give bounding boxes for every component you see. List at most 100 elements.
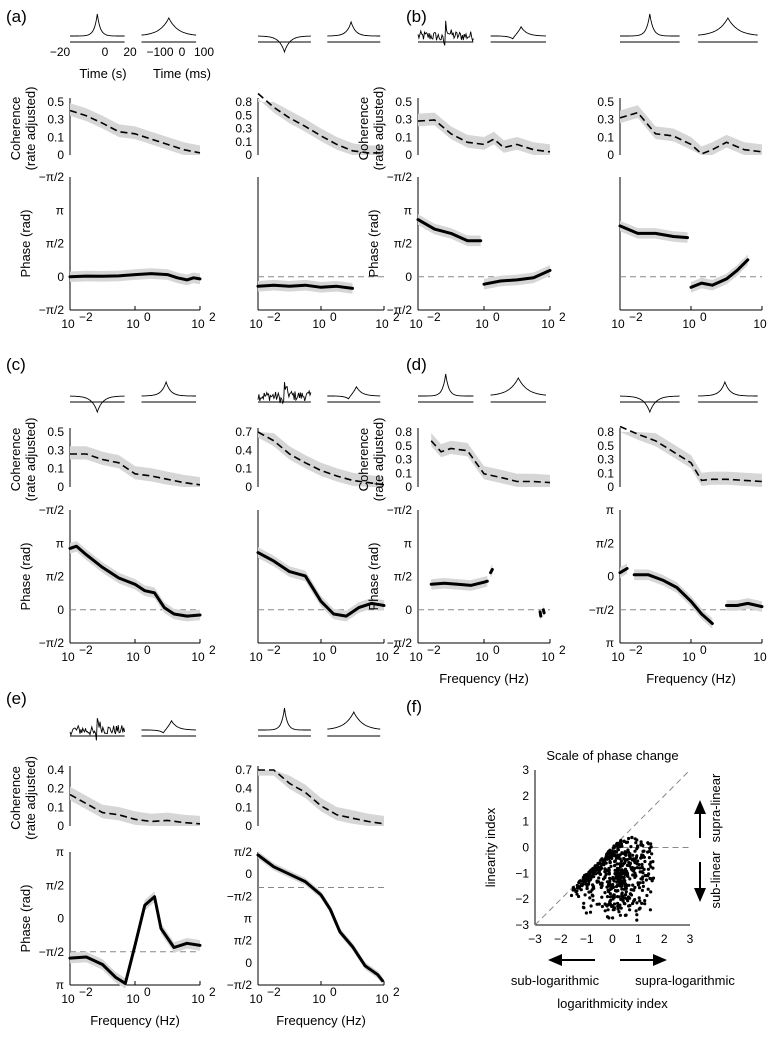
coherence-curve — [70, 453, 201, 486]
coherence-curve — [258, 769, 385, 825]
coherence-axes: 0.5 0.3 0.1 0 — [597, 95, 763, 162]
scatter-point — [609, 864, 613, 869]
coherence-tick-label: 0 — [405, 148, 412, 162]
x-tick-exponent: 0 — [330, 643, 337, 657]
x-tick-exponent: 0 — [144, 310, 151, 324]
scatter-x-tick: −2 — [554, 932, 568, 946]
scatter-point — [628, 877, 632, 881]
scatter-point — [588, 896, 592, 900]
scatter-point — [579, 883, 583, 887]
coherence-axes: 0.5 0.3 0.1 0 — [395, 95, 551, 162]
scatter-point — [646, 867, 651, 871]
inset-waveform — [418, 373, 474, 403]
coherence-tick-label: 0.4 — [235, 443, 252, 457]
scatter-x-tick: 0 — [609, 932, 616, 946]
scatter-point — [622, 901, 626, 906]
scatter-point — [618, 857, 622, 861]
phase-curve — [618, 567, 629, 575]
scatter-point — [616, 847, 620, 851]
arrow-right-head — [653, 954, 667, 966]
coherence-curve — [257, 431, 385, 486]
phase-tick-label: π/2 — [394, 570, 413, 584]
x-tick-exponent: 0 — [700, 310, 707, 324]
inset-trace — [257, 382, 312, 405]
arrow-up-head — [694, 800, 706, 814]
phase-tick-label: 0 — [57, 603, 64, 617]
coherence-tick-label: 0.3 — [47, 113, 64, 127]
scatter-point — [628, 908, 632, 912]
phase-tick-label: 0 — [57, 912, 64, 926]
scatter-point — [585, 886, 589, 891]
scatter-point — [642, 849, 646, 853]
inset-waveform — [417, 20, 474, 46]
phase-curve — [482, 268, 552, 286]
x-axis-title: Frequency (Hz) — [646, 671, 736, 686]
inset-waveform — [257, 382, 312, 405]
scatter-point — [624, 893, 628, 897]
scatter-point — [615, 862, 619, 866]
coherence-tick-label: 0.3 — [47, 443, 64, 457]
coherence-curve — [417, 119, 551, 153]
scatter-y-tick: 0 — [522, 841, 529, 855]
scatter-point — [630, 858, 634, 862]
scatter-point — [624, 840, 629, 845]
phase-tick-label: π — [56, 978, 64, 992]
phase-confidence-band — [691, 254, 748, 293]
coherence-tick-label: 0.7 — [235, 763, 252, 777]
scatter-point — [624, 890, 628, 894]
scatter-point — [631, 883, 635, 887]
scatter-y-tick: −1 — [515, 866, 529, 880]
scatter-point — [630, 835, 634, 840]
phase-tick-label: −π/2 — [39, 170, 65, 184]
coherence-confidence-band — [620, 432, 762, 487]
scatter-point — [613, 868, 617, 873]
inset-tick-label: −100 — [146, 45, 173, 59]
x-tick-base: 10 — [611, 650, 625, 664]
coherence-axis-subtitle: (rate adjusted) — [371, 418, 386, 502]
x-tick-exponent: 2 — [209, 985, 216, 999]
subplot-panel: (c)0.50.30.10−π/2ππ/20−π/210 −2 10 0 10 20.70… — [6, 355, 400, 664]
x-tick-base: 10 — [682, 317, 696, 331]
scatter-point — [618, 913, 623, 917]
scatter-point — [622, 878, 626, 882]
scatter-point — [608, 876, 612, 880]
x-tick-exponent: 0 — [493, 643, 500, 657]
scatter-point — [622, 875, 626, 880]
scatter-point — [608, 848, 612, 852]
phase-curve — [256, 551, 386, 618]
phase-tick-label: π/2 — [46, 878, 65, 892]
coherence-confidence-band — [70, 786, 200, 826]
scatter-point — [618, 871, 622, 875]
scatter-point — [633, 898, 637, 902]
coherence-tick-label: 0.1 — [395, 466, 412, 480]
scatter-point — [587, 880, 591, 884]
scatter-point — [635, 847, 639, 851]
x-tick-base: 10 — [611, 317, 625, 331]
scatter-point — [620, 844, 624, 848]
x-axis-title: Frequency (Hz) — [439, 671, 529, 686]
coherence-axis-subtitle: (rate adjusted) — [23, 418, 38, 502]
scatter-point — [600, 895, 604, 899]
coherence-confidence-band — [620, 105, 762, 155]
x-tick-base: 10 — [312, 650, 326, 664]
scatter-point — [623, 850, 627, 854]
phase-curve — [725, 601, 764, 609]
scatter-point — [606, 908, 610, 912]
phase-curve — [489, 568, 494, 575]
x-tick-base: 10 — [249, 317, 263, 331]
x-tick-exponent: −2 — [267, 985, 281, 999]
scatter-point — [612, 893, 616, 897]
scatter-point — [608, 900, 612, 904]
scatter-point — [616, 889, 620, 893]
identity-line — [534, 769, 691, 926]
scatter-point — [621, 899, 625, 903]
inset-waveform — [327, 385, 381, 403]
scatter-point — [592, 875, 596, 879]
scatter-point — [589, 904, 593, 908]
scatter-point — [607, 866, 611, 871]
annotation-sub-linear: sub-linear — [708, 851, 723, 909]
x-tick-exponent: −2 — [79, 643, 93, 657]
phase-tick-label: 0 — [57, 270, 64, 284]
